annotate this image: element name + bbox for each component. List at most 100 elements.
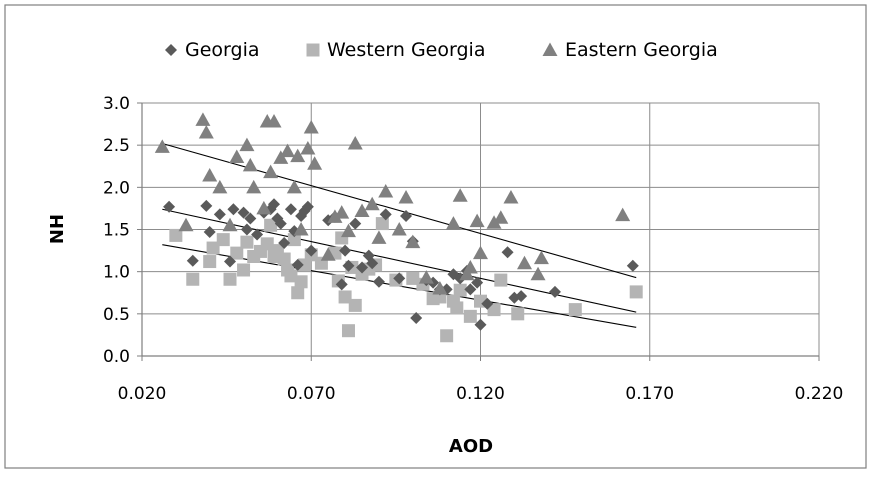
triangle-point xyxy=(469,213,485,228)
diamond-point xyxy=(400,210,413,223)
square-point xyxy=(453,283,467,297)
square-point xyxy=(230,246,244,260)
triangle-point xyxy=(320,247,336,261)
square-point xyxy=(511,307,525,321)
trendline xyxy=(162,142,637,279)
diamond-point xyxy=(464,283,477,296)
square-point xyxy=(237,263,251,277)
square-point xyxy=(169,228,183,242)
triangle-point xyxy=(354,203,370,217)
triangle-point xyxy=(280,143,296,158)
legend-marker-square xyxy=(306,43,320,57)
triangle-point xyxy=(290,148,306,163)
triangle-point xyxy=(378,184,394,198)
triangle-point xyxy=(371,230,387,244)
square-point xyxy=(406,271,420,285)
triangle-point xyxy=(307,156,323,170)
diamond-point xyxy=(393,272,406,285)
diamond-point xyxy=(501,246,514,259)
square-point xyxy=(264,218,278,232)
diamond-point xyxy=(349,217,362,230)
triangle-point xyxy=(195,112,211,126)
triangle-point xyxy=(503,189,519,204)
triangle-point xyxy=(154,139,170,153)
diamond-point xyxy=(356,261,369,274)
square-point xyxy=(206,241,220,255)
square-point xyxy=(348,298,362,312)
x-tick-label: 0.170 xyxy=(625,384,674,404)
legend-label-western-georgia: Western Georgia xyxy=(327,39,485,61)
diamond-point xyxy=(379,208,392,221)
legend: Georgia Western Georgia Eastern Georgia xyxy=(165,39,718,61)
triangle-point xyxy=(293,222,309,236)
diamond-point xyxy=(284,203,297,216)
series-georgia xyxy=(163,198,639,331)
legend-marker-triangle xyxy=(542,42,558,56)
x-tick-label: 0.070 xyxy=(287,384,336,404)
x-tick-label: 0.220 xyxy=(795,384,844,404)
x-tick-label: 0.020 xyxy=(118,384,167,404)
square-point xyxy=(287,233,301,247)
diamond-point xyxy=(224,255,237,268)
triangle-point xyxy=(364,196,380,211)
triangle-point xyxy=(222,217,238,232)
square-point xyxy=(440,329,454,343)
diamond-point xyxy=(366,257,379,270)
square-point xyxy=(463,309,477,323)
triangle-point xyxy=(347,135,363,150)
square-point xyxy=(568,303,582,317)
triangle-point xyxy=(212,179,228,194)
diamond-point xyxy=(268,198,281,211)
diamond-point xyxy=(227,203,240,216)
square-point xyxy=(487,303,501,317)
diamond-point xyxy=(626,259,639,272)
diamond-point xyxy=(474,318,487,331)
diamond-point xyxy=(244,212,257,225)
square-point xyxy=(341,324,355,338)
x-axis-title: AOD xyxy=(449,436,493,457)
square-point xyxy=(450,301,464,315)
triangle-point xyxy=(452,188,468,202)
triangle-point xyxy=(391,222,407,236)
square-point xyxy=(294,275,308,289)
triangle-point xyxy=(242,157,258,172)
triangle-point xyxy=(178,217,194,232)
triangle-point xyxy=(198,125,214,139)
diamond-point xyxy=(339,244,352,257)
diamond-point xyxy=(278,236,291,249)
square-point xyxy=(260,237,274,251)
triangle-point xyxy=(246,179,262,194)
triangle-point xyxy=(263,164,279,179)
triangle-point xyxy=(445,216,461,230)
triangle-point xyxy=(303,119,319,134)
triangle-point xyxy=(340,223,356,238)
square-point xyxy=(297,258,311,272)
square-point xyxy=(494,273,508,287)
triangle-point xyxy=(256,200,272,215)
triangle-point xyxy=(202,168,218,182)
triangle-point xyxy=(266,114,282,128)
y-tick-label: 2.0 xyxy=(103,178,130,198)
y-tick-label: 0.0 xyxy=(103,347,130,367)
square-point xyxy=(186,272,200,286)
diamond-point xyxy=(203,226,216,239)
triangle-point xyxy=(462,259,478,274)
series-eastern-georgia xyxy=(154,112,631,295)
square-point xyxy=(338,290,352,304)
legend-label-eastern-georgia: Eastern Georgia xyxy=(565,39,718,61)
square-point xyxy=(629,285,643,299)
y-tick-labels: 0.0 0.5 1.0 1.5 2.0 2.5 3.0 xyxy=(103,94,130,367)
x-tick-labels: 0.020 0.070 0.120 0.170 0.220 xyxy=(118,384,844,404)
triangle-point xyxy=(229,149,245,163)
square-point xyxy=(291,286,305,300)
diamond-point xyxy=(186,254,199,267)
triangle-point xyxy=(398,189,414,204)
y-axis-title: NH xyxy=(47,214,68,244)
diamond-point xyxy=(305,244,318,257)
diamond-point xyxy=(548,285,561,298)
triangle-point xyxy=(473,245,488,260)
diamond-point xyxy=(237,206,250,219)
diamond-point xyxy=(274,217,287,230)
